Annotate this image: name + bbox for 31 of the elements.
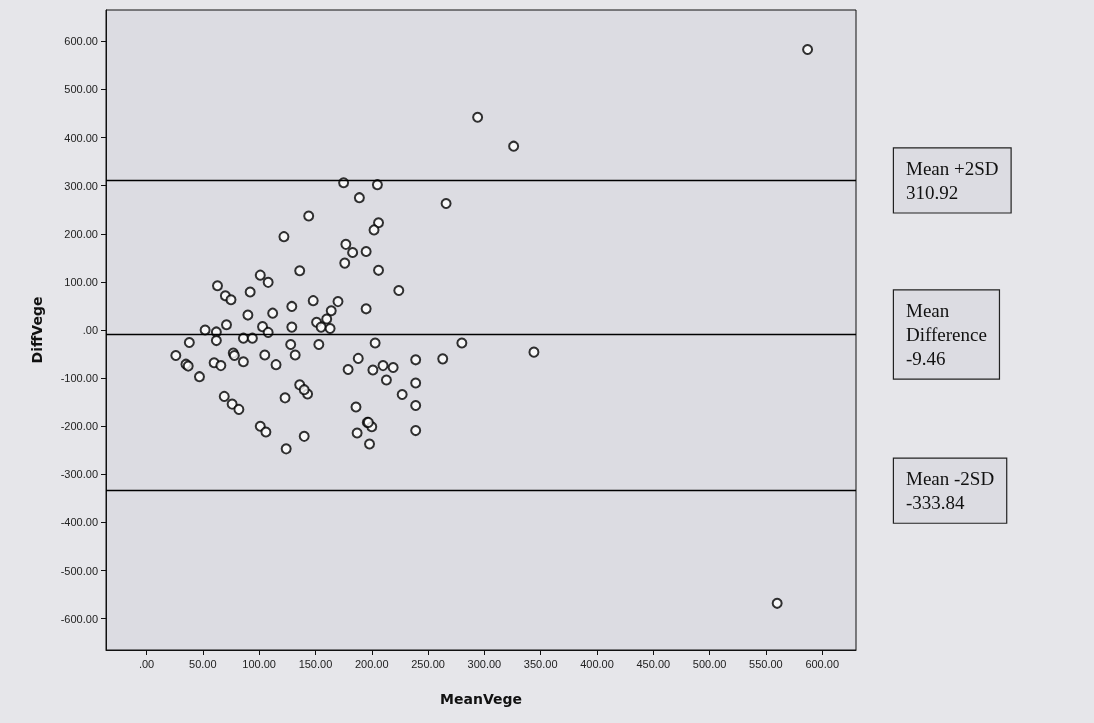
x-tick-label: 450.00 [636, 657, 671, 670]
x-tick-label: .00 [138, 657, 155, 670]
y-tick-label: 100.00 [64, 275, 98, 288]
ref-line-label: Mean -2SD -333.84 [906, 468, 995, 514]
y-axis-title: DiffVege [29, 296, 45, 364]
ref-line-label: Mean Difference -9.46 [906, 300, 987, 370]
x-axis-title: MeanVege [440, 691, 522, 707]
x-tick-label: 100.00 [242, 657, 276, 670]
x-tick-label: 300.00 [467, 657, 502, 670]
y-tick-label: 200.00 [64, 227, 98, 240]
x-tick-label: 200.00 [354, 657, 389, 670]
x-tick-label: 600.00 [805, 657, 840, 670]
x-tick-label: 400.00 [580, 657, 614, 670]
y-tick-label: -500.00 [60, 564, 98, 577]
y-tick-label: -300.00 [60, 468, 98, 481]
y-tick-label: 400.00 [64, 131, 98, 144]
x-tick-label: 500.00 [692, 657, 727, 670]
y-tick-label: 500.00 [64, 83, 98, 96]
y-tick-label: 600.00 [64, 35, 98, 48]
x-tick-label: 150.00 [298, 657, 333, 670]
x-tick-label: 50.00 [189, 657, 217, 670]
x-tick-label: 350.00 [523, 657, 558, 670]
x-tick-label: 250.00 [411, 657, 445, 670]
x-tick-label: 550.00 [749, 657, 783, 670]
y-tick-label: -200.00 [60, 420, 98, 433]
y-tick-label: 300.00 [64, 179, 98, 192]
y-tick-label: .00 [82, 324, 98, 336]
y-tick-label: -100.00 [60, 372, 98, 385]
y-tick-label: -400.00 [60, 516, 98, 529]
y-tick-label: -600.00 [60, 612, 98, 625]
ref-line-label: Mean +2SD 310.92 [906, 157, 999, 203]
